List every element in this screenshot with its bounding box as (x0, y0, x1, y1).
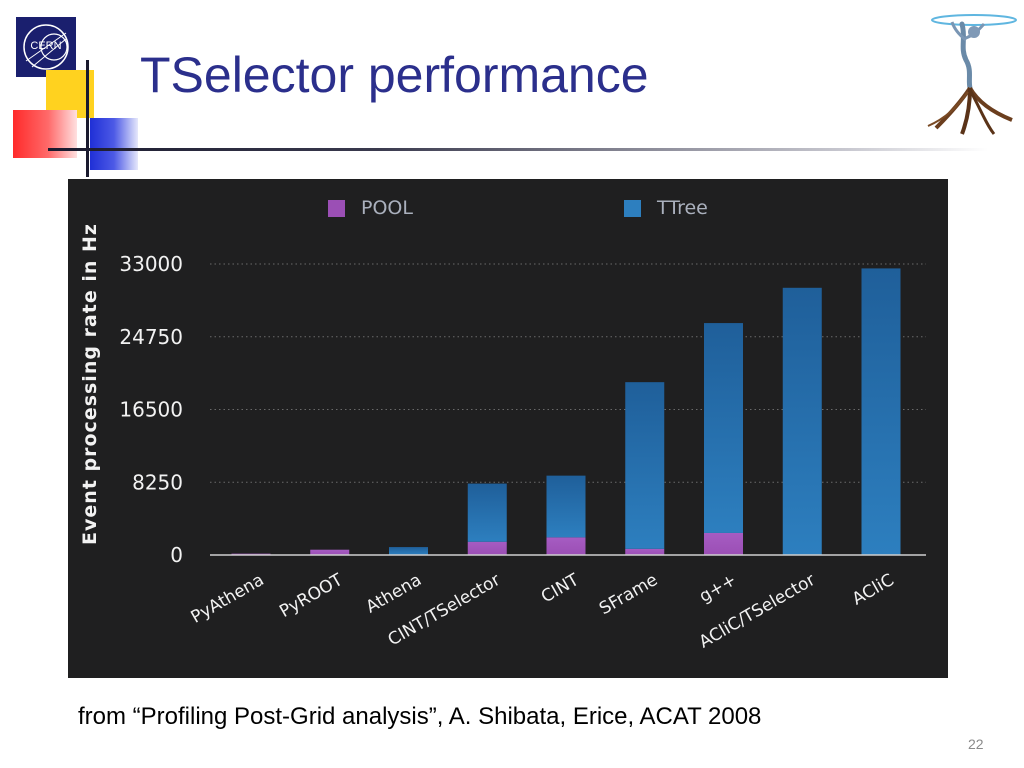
bar-ttree-sframe (625, 382, 665, 549)
slide-title: TSelector performance (140, 47, 649, 103)
cern-logo: CERN (16, 17, 76, 77)
cern-logo-text: CERN (30, 40, 61, 52)
y-tick-label: 8250 (132, 470, 183, 494)
y-tick-label: 0 (170, 543, 183, 567)
citation-footer: from “Profiling Post-Grid analysis”, A. … (78, 703, 762, 730)
legend-swatch-ttree (624, 200, 641, 217)
x-tick-label: SFrame (596, 570, 661, 619)
bar-pool-g- (704, 532, 743, 555)
bar-pool-sframe (625, 548, 665, 555)
bar-ttree-cint-tselector (467, 483, 507, 542)
page-number: 22 (968, 736, 984, 752)
x-tick-label: Athena (363, 570, 425, 618)
y-tick-label: 33000 (119, 252, 183, 276)
x-tick-label: ACliC (849, 570, 898, 610)
x-tick-label: CINT (538, 570, 583, 608)
decor-vertical-line (86, 60, 89, 177)
bar-ttree-athena (389, 547, 428, 555)
legend-swatch-pool (328, 200, 345, 217)
decor-blue-square (90, 118, 138, 170)
bar-pool-pyroot (310, 549, 350, 555)
x-tick-label: g++ (696, 570, 740, 607)
bar-ttree-aclic-tselector (782, 287, 822, 555)
x-tick-label: PyROOT (276, 570, 347, 622)
root-mascot-icon (922, 8, 1018, 138)
legend-label-ttree: TTree (656, 197, 708, 219)
bar-chart: 0 8250 16500 24750 33000 PyAthena PyROOT Athen… (68, 179, 948, 678)
x-tick-label: PyAthena (188, 570, 268, 628)
bar-ttree-cint (546, 475, 586, 538)
y-axis-label: Event processing rate in Hz (79, 223, 101, 545)
y-tick-label: 16500 (119, 398, 183, 422)
chart-svg: 0 8250 16500 24750 33000 PyAthena PyROOT Athen… (79, 197, 926, 653)
bar-ttree-aclic (861, 268, 901, 555)
title-underline (48, 148, 988, 151)
bar-pool-cint (546, 537, 586, 555)
y-tick-label: 24750 (119, 325, 183, 349)
bar-ttree-g- (704, 323, 743, 533)
bar-pool-cint-tselector (467, 541, 507, 555)
legend-label-pool: POOL (361, 197, 413, 219)
